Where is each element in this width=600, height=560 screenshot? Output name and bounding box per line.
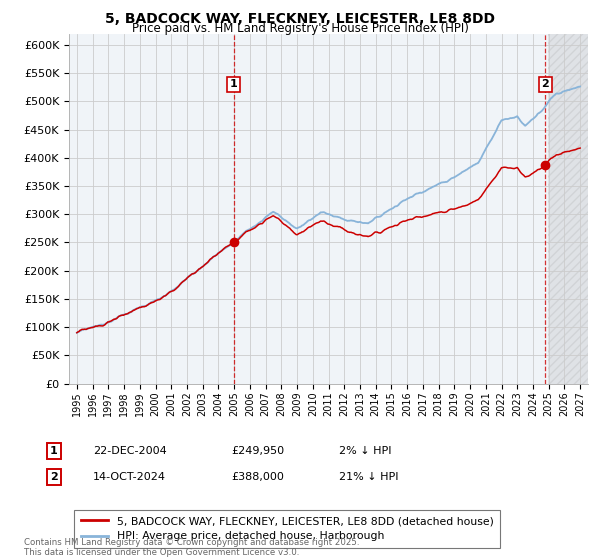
Bar bbox=[548, 34, 588, 384]
Text: 21% ↓ HPI: 21% ↓ HPI bbox=[339, 472, 398, 482]
Text: £388,000: £388,000 bbox=[231, 472, 284, 482]
Text: 2: 2 bbox=[542, 80, 549, 90]
Text: 1: 1 bbox=[230, 80, 238, 90]
Text: 14-OCT-2024: 14-OCT-2024 bbox=[93, 472, 166, 482]
Text: Contains HM Land Registry data © Crown copyright and database right 2025.
This d: Contains HM Land Registry data © Crown c… bbox=[24, 538, 359, 557]
Text: 22-DEC-2004: 22-DEC-2004 bbox=[93, 446, 167, 456]
Text: 1: 1 bbox=[50, 446, 58, 456]
Text: 2: 2 bbox=[50, 472, 58, 482]
Legend: 5, BADCOCK WAY, FLECKNEY, LEICESTER, LE8 8DD (detached house), HPI: Average pric: 5, BADCOCK WAY, FLECKNEY, LEICESTER, LE8… bbox=[74, 510, 500, 548]
Text: Price paid vs. HM Land Registry's House Price Index (HPI): Price paid vs. HM Land Registry's House … bbox=[131, 22, 469, 35]
Text: £249,950: £249,950 bbox=[231, 446, 284, 456]
Text: 2% ↓ HPI: 2% ↓ HPI bbox=[339, 446, 391, 456]
Text: 5, BADCOCK WAY, FLECKNEY, LEICESTER, LE8 8DD: 5, BADCOCK WAY, FLECKNEY, LEICESTER, LE8… bbox=[105, 12, 495, 26]
